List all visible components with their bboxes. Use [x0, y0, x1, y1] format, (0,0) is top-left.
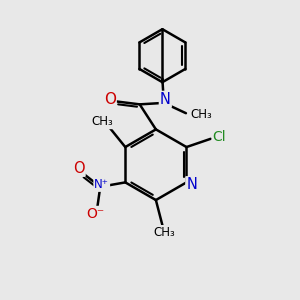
Text: Cl: Cl: [213, 130, 226, 144]
Text: CH₃: CH₃: [92, 115, 113, 128]
Text: O⁻: O⁻: [87, 207, 105, 221]
Text: O: O: [73, 161, 85, 176]
Text: O: O: [104, 92, 116, 107]
Text: N⁺: N⁺: [94, 178, 109, 191]
Text: N: N: [160, 92, 171, 107]
Text: CH₃: CH₃: [153, 226, 175, 239]
Text: CH₃: CH₃: [190, 108, 212, 121]
Text: N: N: [186, 177, 197, 192]
